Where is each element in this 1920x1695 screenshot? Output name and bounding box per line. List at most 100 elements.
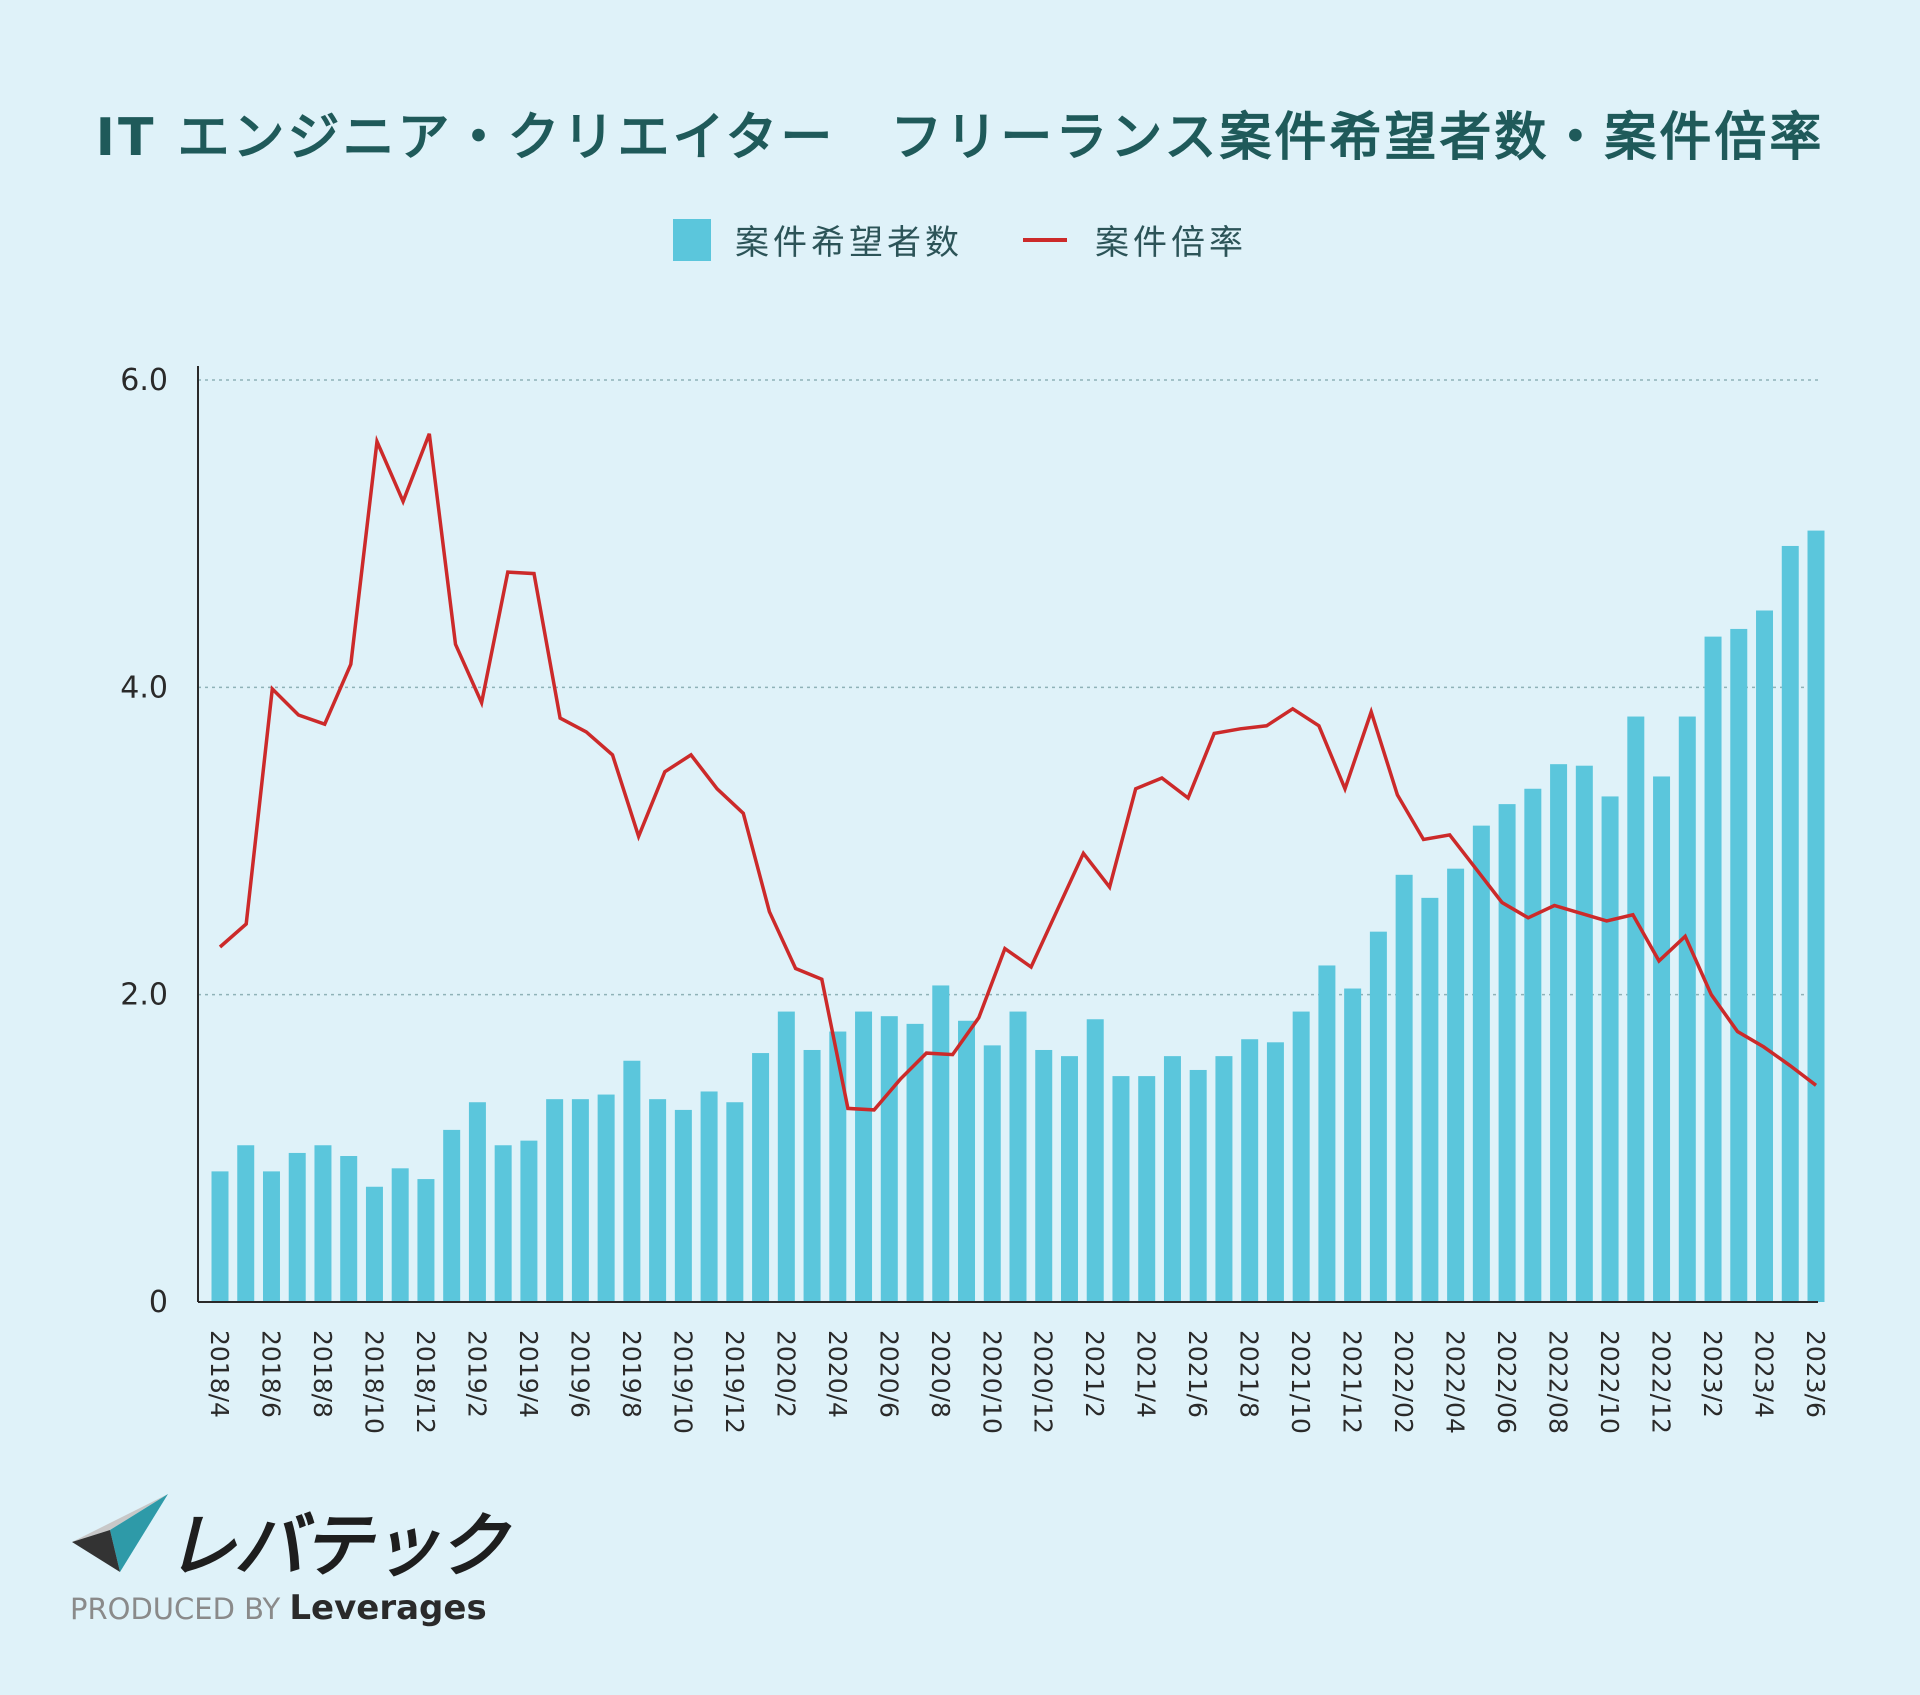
bar [1215,1056,1233,1302]
x-tick-label: 2023/2 [1698,1330,1727,1418]
bar [597,1094,615,1302]
x-tick-label: 2022/12 [1647,1330,1676,1434]
x-tick-label: 2018/6 [256,1330,285,1418]
bar [1112,1076,1130,1302]
x-tick-label: 2018/8 [308,1330,337,1418]
bar [211,1171,229,1302]
bar [546,1099,564,1302]
bar [314,1145,332,1302]
bar [752,1053,770,1302]
bar [1189,1069,1207,1302]
bar [1009,1011,1027,1302]
axes [197,366,1818,1303]
ratio-line [218,433,1818,1112]
bar [1241,1039,1259,1302]
bar [1060,1056,1078,1302]
legend-label-applicants: 案件希望者数 [735,223,963,263]
bar [829,1031,847,1302]
grid-lines [198,379,1818,996]
bar [1447,868,1465,1302]
chart-title: IT エンジニア・クリエイター フリーランス案件希望者数・案件倍率 [95,108,1825,168]
bar [571,1099,589,1302]
bar [365,1186,383,1302]
bar [1756,610,1774,1302]
x-tick-label: 2020/10 [977,1330,1006,1434]
bar [1421,897,1439,1302]
bar [1807,530,1825,1302]
bar [726,1102,744,1302]
bar [1138,1076,1156,1302]
bar [1472,825,1490,1302]
x-tick-label: 2021/2 [1080,1330,1109,1418]
bar [288,1152,306,1302]
y-tick-label: 0 [149,1285,168,1320]
y-tick-label: 2.0 [120,978,168,1013]
legend-line-swatch [1023,237,1067,242]
y-tick-labels: 0 2.0 4.0 6.0 [120,363,168,1320]
x-tick-label: 2019/2 [462,1330,491,1418]
bar [494,1145,512,1302]
bar [700,1091,718,1302]
bar [520,1140,538,1302]
y-tick-label: 6.0 [120,363,168,398]
x-tick-label: 2019/12 [720,1330,749,1434]
bar [1369,931,1387,1302]
bar [1163,1056,1181,1302]
bar [1344,988,1362,1302]
bar [674,1109,692,1302]
x-tick-label: 2018/4 [205,1330,234,1418]
bar [777,1011,795,1302]
bar [906,1023,924,1302]
bar [880,1016,898,1302]
bar [623,1060,641,1302]
bar [1627,716,1645,1302]
x-tick-label: 2022/02 [1389,1330,1418,1434]
bar [262,1171,280,1302]
y-tick-label: 4.0 [120,670,168,705]
line-series [218,433,1818,1112]
bar [417,1179,435,1302]
bar [983,1045,1001,1302]
bar [340,1156,358,1302]
x-tick-label: 2021/10 [1286,1330,1315,1434]
x-tick-label: 2021/8 [1235,1330,1264,1418]
bar [958,1020,976,1302]
x-tick-label: 2019/4 [514,1330,543,1418]
bar [1704,636,1722,1302]
legend-item-ratio: 案件倍率 [1023,215,1247,264]
bar [443,1129,461,1302]
bar [1575,765,1593,1302]
produced-by-text: PRODUCED BY [70,1592,281,1626]
x-tick-label: 2022/08 [1544,1330,1573,1434]
x-tick-label: 2020/4 [823,1330,852,1418]
bar [803,1049,821,1302]
x-tick-label: 2022/10 [1595,1330,1624,1434]
bar [1601,796,1619,1302]
x-tick-label: 2020/2 [771,1330,800,1418]
company-name: Leverages [289,1588,487,1628]
bar [1395,874,1413,1302]
x-tick-label: 2023/4 [1750,1330,1779,1418]
x-tick-label: 2022/06 [1492,1330,1521,1434]
bar [468,1102,486,1302]
bar [1086,1019,1104,1302]
bar [237,1145,255,1302]
bar [1498,804,1516,1302]
x-tick-label: 2020/12 [1029,1330,1058,1434]
levtech-logo: レバテック PRODUCED BY Leverages [70,1490,510,1640]
bar [1266,1042,1284,1302]
legend-label-ratio: 案件倍率 [1095,223,1247,263]
bar [1781,545,1799,1302]
logo-mark-icon [72,1494,168,1572]
bar [1524,788,1542,1302]
x-tick-label: 2022/04 [1441,1330,1470,1434]
x-tick-label: 2019/10 [668,1330,697,1434]
bar [1550,764,1568,1302]
x-tick-label: 2023/6 [1801,1330,1830,1418]
x-tick-label: 2019/6 [565,1330,594,1418]
x-tick-label: 2019/8 [617,1330,646,1418]
x-tick-label: 2021/6 [1183,1330,1212,1418]
bar [1318,965,1336,1302]
x-tick-label: 2020/8 [926,1330,955,1418]
